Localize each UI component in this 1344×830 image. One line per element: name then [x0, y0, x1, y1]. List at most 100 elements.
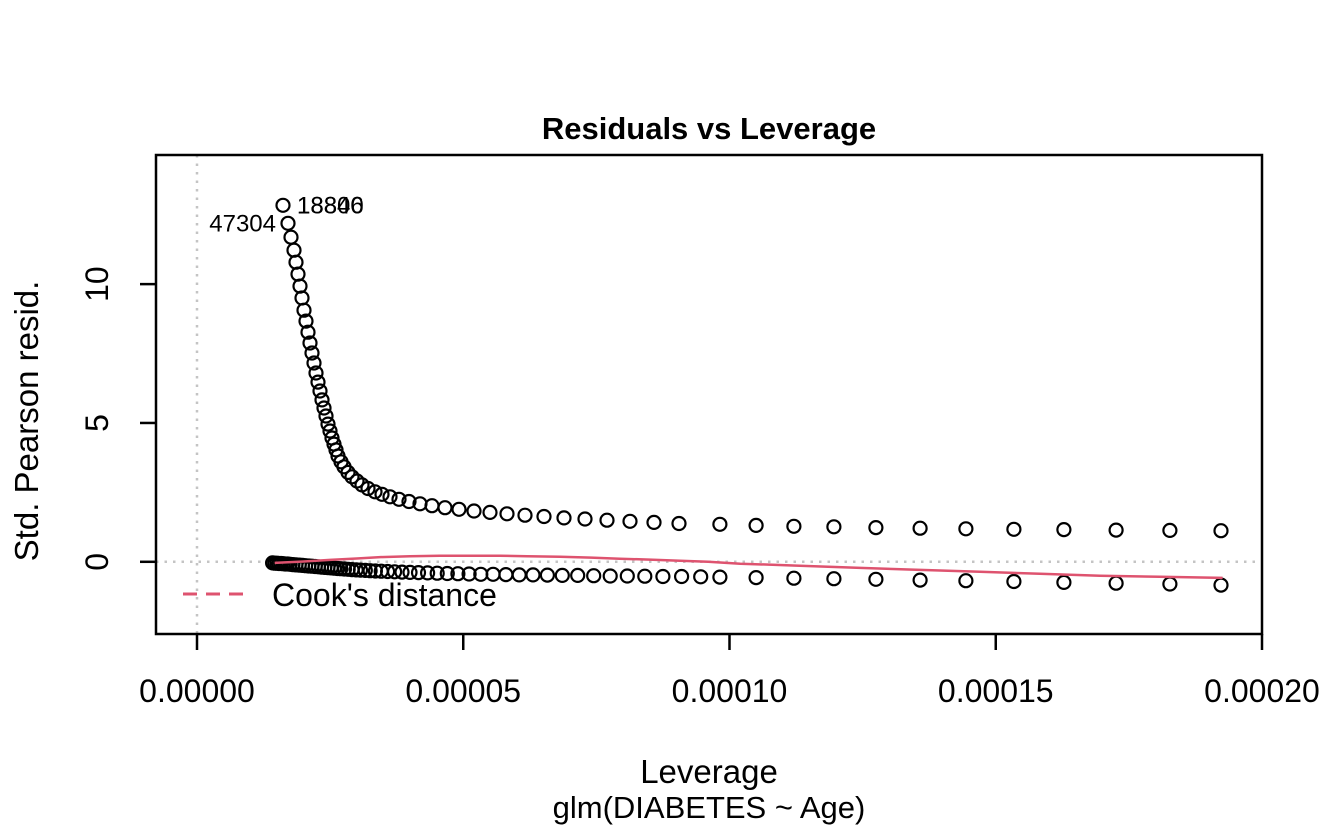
x-tick-label: 0.00020	[1204, 673, 1320, 709]
data-point	[536, 508, 552, 525]
data-point	[482, 504, 498, 521]
data-point	[622, 513, 638, 529]
data-point	[693, 569, 709, 585]
data-point	[868, 519, 884, 536]
data-point	[912, 572, 928, 588]
outlier-label: 18840	[297, 192, 364, 219]
data-point	[316, 400, 332, 416]
plot-box	[154, 153, 1264, 636]
data-point	[1213, 577, 1229, 593]
data-point	[294, 290, 310, 306]
data-point	[466, 503, 482, 519]
data-point	[340, 464, 356, 480]
data-point	[401, 493, 417, 510]
data-point	[314, 392, 330, 408]
data-point	[420, 565, 436, 581]
data-point	[302, 335, 318, 351]
data-point	[410, 564, 427, 581]
data-point	[387, 564, 403, 580]
data-point	[1162, 522, 1178, 539]
data-point	[577, 511, 593, 527]
outlier-label: 18806	[297, 192, 364, 219]
data-point	[429, 565, 445, 581]
data-point	[283, 229, 299, 245]
data-point	[296, 302, 312, 318]
model-subtitle: glm(DIABETES ~ Age)	[553, 790, 866, 825]
data-point	[402, 564, 418, 581]
data-point	[451, 501, 467, 517]
smooth-line	[274, 554, 1223, 580]
x-tick-label: 0.00015	[938, 673, 1054, 709]
data-point	[318, 408, 334, 424]
data-point	[1108, 522, 1124, 538]
data-point	[1162, 576, 1178, 592]
data-point	[637, 568, 653, 584]
data-point	[382, 489, 398, 505]
data-point	[712, 569, 728, 585]
data-point	[439, 565, 455, 582]
data-point	[304, 345, 320, 361]
data-point	[394, 564, 410, 580]
data-point	[1213, 523, 1229, 539]
y-tick-label: 10	[79, 266, 115, 302]
data-point	[306, 355, 322, 371]
data-point	[748, 569, 764, 586]
data-point	[424, 498, 440, 514]
data-point	[511, 567, 527, 583]
data-point	[499, 506, 515, 522]
data-point	[286, 242, 302, 258]
cooks-distance-legend: Cook's distance	[183, 577, 497, 613]
y-axis: 0 5 10	[79, 266, 156, 571]
data-point	[362, 563, 378, 579]
data-point	[786, 570, 802, 586]
data-point	[352, 562, 369, 578]
data-point	[312, 383, 328, 399]
data-point	[826, 519, 842, 535]
data-point	[671, 515, 687, 532]
data-point	[868, 571, 884, 587]
data-point	[673, 568, 690, 585]
data-point	[380, 563, 396, 580]
data-point	[367, 484, 383, 500]
data-point	[360, 480, 376, 497]
data-points-layer	[265, 197, 1229, 593]
y-axis-title: Std. Pearson resid.	[8, 281, 45, 562]
data-point	[570, 567, 586, 584]
y-tick-label: 0	[79, 553, 115, 571]
plot-title: Residuals vs Leverage	[542, 111, 876, 146]
data-point	[1006, 573, 1022, 590]
x-tick-label: 0.00010	[672, 673, 788, 709]
data-point	[280, 215, 296, 231]
data-point	[1108, 575, 1124, 591]
data-point	[958, 521, 974, 537]
data-point	[599, 512, 615, 528]
data-point	[288, 254, 304, 270]
data-point	[586, 568, 602, 584]
data-point	[1006, 521, 1022, 537]
data-point	[310, 374, 326, 390]
data-point	[556, 510, 572, 526]
data-point	[308, 365, 324, 381]
data-point	[602, 568, 618, 584]
data-point	[712, 516, 728, 532]
data-point	[498, 566, 514, 583]
data-point	[374, 486, 390, 502]
data-point	[748, 517, 764, 534]
data-point	[554, 567, 570, 584]
data-point	[912, 520, 928, 536]
data-point	[786, 518, 802, 534]
data-point	[958, 573, 974, 589]
smooth-line-layer	[274, 554, 1223, 580]
x-tick-label: 0.00000	[139, 673, 255, 709]
data-point	[461, 566, 477, 582]
data-point	[290, 266, 306, 282]
x-axis: 0.00000 0.00005 0.00010 0.00015 0.00020	[139, 634, 1320, 709]
data-point	[275, 197, 291, 213]
data-point	[826, 571, 842, 587]
upper-branch-points	[275, 197, 1229, 539]
data-point	[320, 416, 336, 432]
data-point	[437, 500, 453, 516]
